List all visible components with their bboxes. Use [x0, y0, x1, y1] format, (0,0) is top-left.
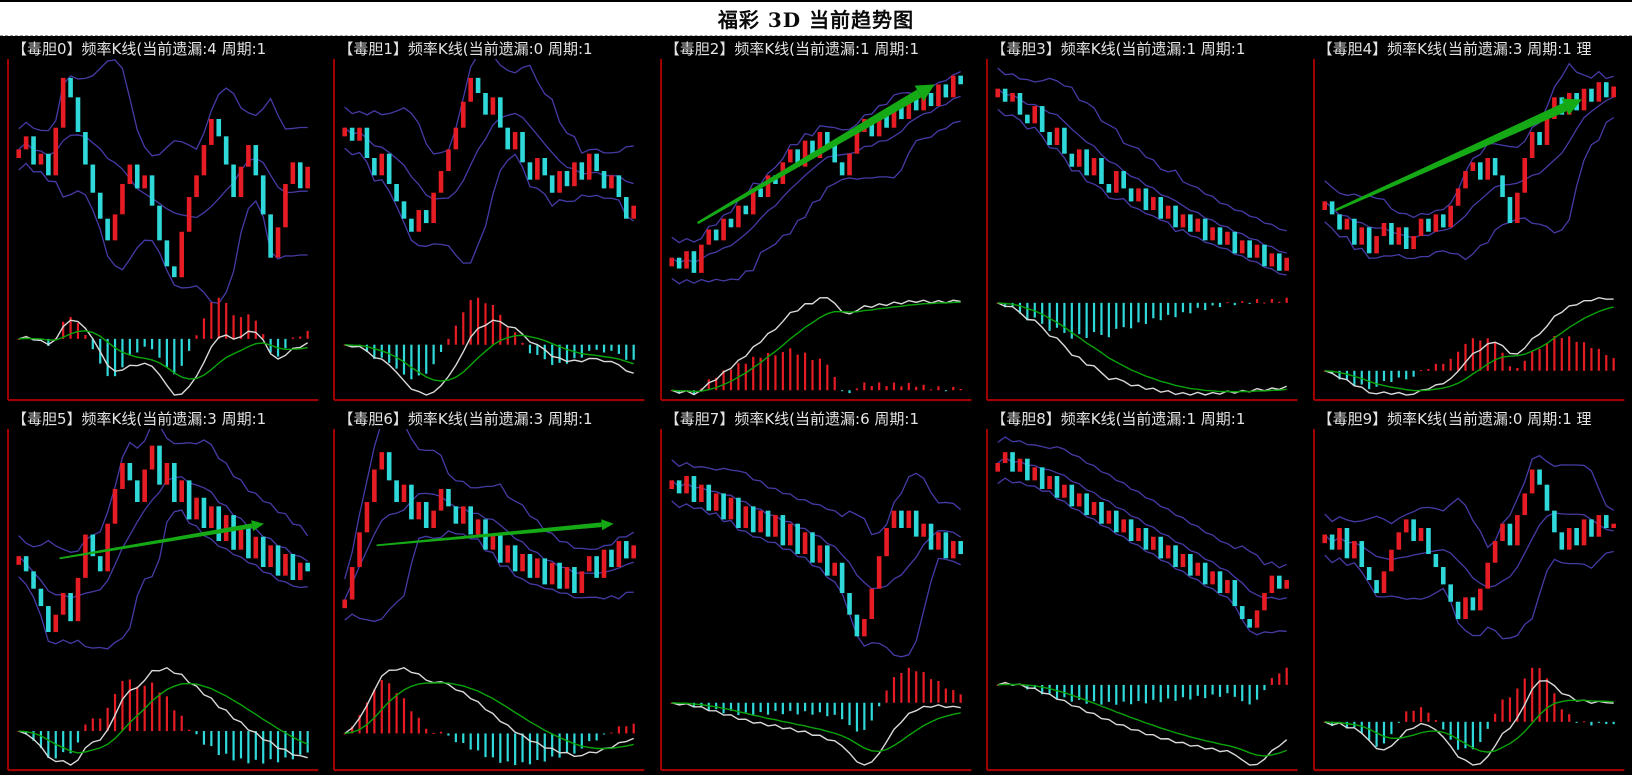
- kline-chart-1: [333, 59, 645, 402]
- chart-panel-6: 【毒胆6】频率K线(当前遗漏:3 周期:1: [326, 405, 653, 775]
- chart-panel-8: 【毒胆8】频率K线(当前遗漏:1 周期:1: [979, 405, 1306, 775]
- panel-title-7: 【毒胆7】频率K线(当前遗漏:6 周期:1: [664, 409, 919, 428]
- kline-chart-8: [986, 428, 1298, 771]
- chart-panel-9: 【毒胆9】频率K线(当前遗漏:0 周期:1 理: [1305, 405, 1632, 775]
- chart-panel-2: 【毒胆2】频率K线(当前遗漏:1 周期:1: [652, 36, 980, 406]
- kline-chart-3: [986, 59, 1298, 402]
- chart-panel-0: 【毒胆0】频率K线(当前遗漏:4 周期:1: [0, 36, 327, 406]
- chart-grid: 【毒胆0】频率K线(当前遗漏:4 周期:1 【毒胆1】频率K线(当前遗漏:0 周…: [0, 36, 1632, 775]
- panel-title-2: 【毒胆2】频率K线(当前遗漏:1 周期:1: [664, 40, 919, 58]
- kline-chart-9: [1312, 428, 1624, 771]
- title-bar: 福彩 3D 当前趋势图: [0, 0, 1632, 36]
- chart-panel-1: 【毒胆1】频率K线(当前遗漏:0 周期:1: [326, 36, 653, 406]
- panel-title-6: 【毒胆6】频率K线(当前遗漏:3 周期:1: [338, 409, 593, 428]
- kline-chart-7: [659, 428, 972, 771]
- kline-chart-4: [1312, 59, 1624, 402]
- panel-title-3: 【毒胆3】频率K线(当前遗漏:1 周期:1: [991, 40, 1246, 58]
- panel-title-9: 【毒胆9】频率K线(当前遗漏:0 周期:1 理: [1317, 409, 1592, 428]
- kline-chart-2: [659, 59, 972, 402]
- panel-title-4: 【毒胆4】频率K线(当前遗漏:3 周期:1 理: [1317, 40, 1592, 58]
- chart-panel-7: 【毒胆7】频率K线(当前遗漏:6 周期:1: [652, 405, 980, 775]
- kline-chart-5: [7, 428, 319, 771]
- chart-panel-3: 【毒胆3】频率K线(当前遗漏:1 周期:1: [979, 36, 1306, 406]
- panel-title-5: 【毒胆5】频率K线(当前遗漏:3 周期:1: [12, 409, 267, 428]
- panel-title-1: 【毒胆1】频率K线(当前遗漏:0 周期:1: [338, 40, 593, 58]
- chart-panel-5: 【毒胆5】频率K线(当前遗漏:3 周期:1: [0, 405, 327, 775]
- panel-title-0: 【毒胆0】频率K线(当前遗漏:4 周期:1: [12, 40, 267, 58]
- kline-chart-6: [333, 428, 645, 771]
- kline-chart-0: [7, 59, 319, 402]
- page-title: 福彩 3D 当前趋势图: [717, 8, 915, 32]
- panel-title-8: 【毒胆8】频率K线(当前遗漏:1 周期:1: [991, 409, 1246, 428]
- chart-panel-4: 【毒胆4】频率K线(当前遗漏:3 周期:1 理: [1305, 36, 1632, 406]
